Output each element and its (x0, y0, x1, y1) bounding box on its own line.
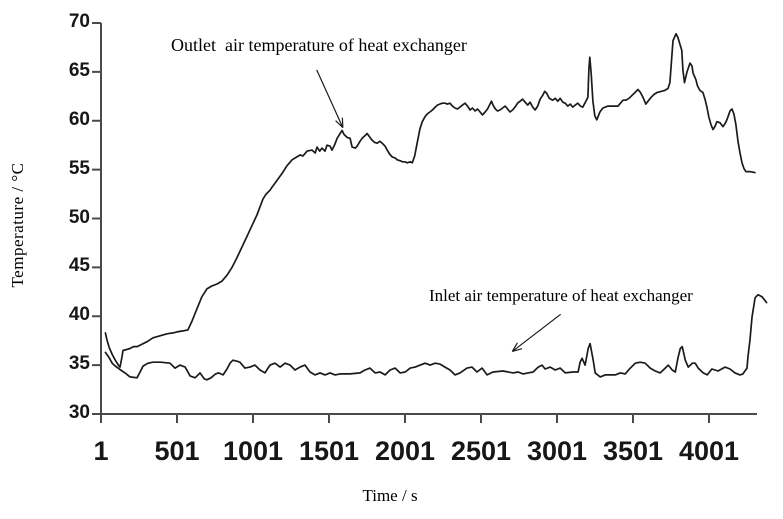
x-axis-tick-labels: 1 501 1001 1501 2001 2501 3001 3501 4001 (0, 436, 783, 470)
inlet-annotation-arrowhead-0 (511, 342, 518, 352)
x-tick-label-1001: 1001 (222, 436, 284, 466)
inlet-temperature-curve (104, 293, 768, 381)
y-tick-label-40: 40 (68, 304, 90, 326)
y-tick-label-30: 30 (68, 402, 90, 423)
x-tick-label-3501: 3501 (602, 436, 664, 466)
outlet-annotation-arrow (316, 69, 344, 128)
inlet-annotation-arrowhead-1 (512, 348, 523, 353)
y-tick-label-65: 65 (68, 59, 90, 81)
x-tick-label-2001: 2001 (374, 436, 436, 466)
outlet-annotation-arrowhead-0 (335, 120, 344, 129)
x-tick-label-3001: 3001 (526, 436, 588, 466)
y-axis-title: Temperature / °C (8, 162, 27, 288)
x-tick-label-4001: 4001 (678, 436, 740, 466)
x-tick-label-501: 501 (154, 436, 200, 466)
y-tick-label-35: 35 (68, 353, 90, 375)
x-tick-label-2501: 2501 (450, 436, 512, 466)
inlet-curve-label: Inlet air temperature of heat exchanger (429, 286, 693, 305)
y-tick-label-45: 45 (68, 255, 90, 277)
y-tick-label-50: 50 (68, 206, 90, 228)
inlet-annotation-arrow (511, 313, 562, 352)
outlet-curve-label: Outlet air temperature of heat exchanger (171, 35, 467, 55)
x-tick-label-1501: 1501 (298, 436, 360, 466)
y-tick-label-55: 55 (68, 157, 90, 179)
outlet-temperature-curve (104, 32, 756, 368)
x-tick-label-1: 1 (93, 436, 109, 466)
y-tick-label-60: 60 (68, 108, 90, 130)
x-axis-title: Time / s (362, 486, 418, 505)
y-tick-label-70: 70 (68, 11, 90, 32)
